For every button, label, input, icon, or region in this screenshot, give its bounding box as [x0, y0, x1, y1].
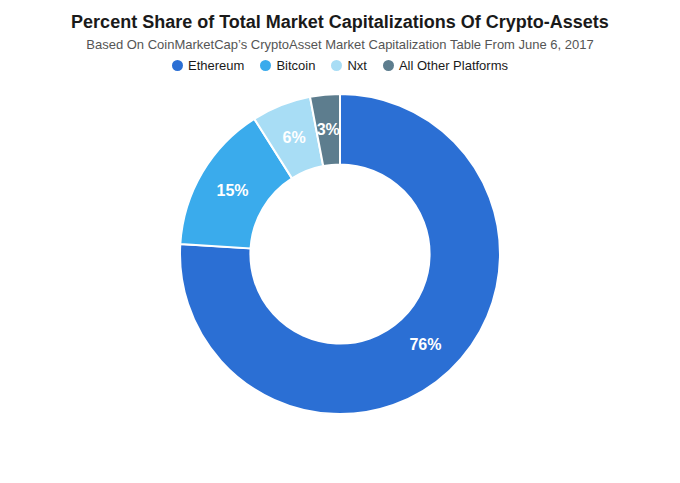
html-text:Ethereum: Ethereum: [188, 58, 245, 73]
html-text:All Other Platforms: All Other Platforms: [398, 58, 508, 73]
svg-text:6%: 6%: [282, 129, 305, 146]
html-text:Percent Share of Total Market: Percent Share of Total Market Capitaliza…: [71, 12, 609, 32]
html-text:Based On CoinMarketCap’s Crypt: Based On CoinMarketCap’s CryptoAsset Mar…: [86, 37, 594, 52]
svg-text:15%: 15%: [217, 182, 249, 199]
html-text:Nxt: Nxt: [347, 58, 367, 73]
svg-text:76%: 76%: [409, 336, 441, 353]
html-text:Bitcoin: Bitcoin: [276, 58, 316, 73]
svg-text:3%: 3%: [317, 121, 340, 138]
